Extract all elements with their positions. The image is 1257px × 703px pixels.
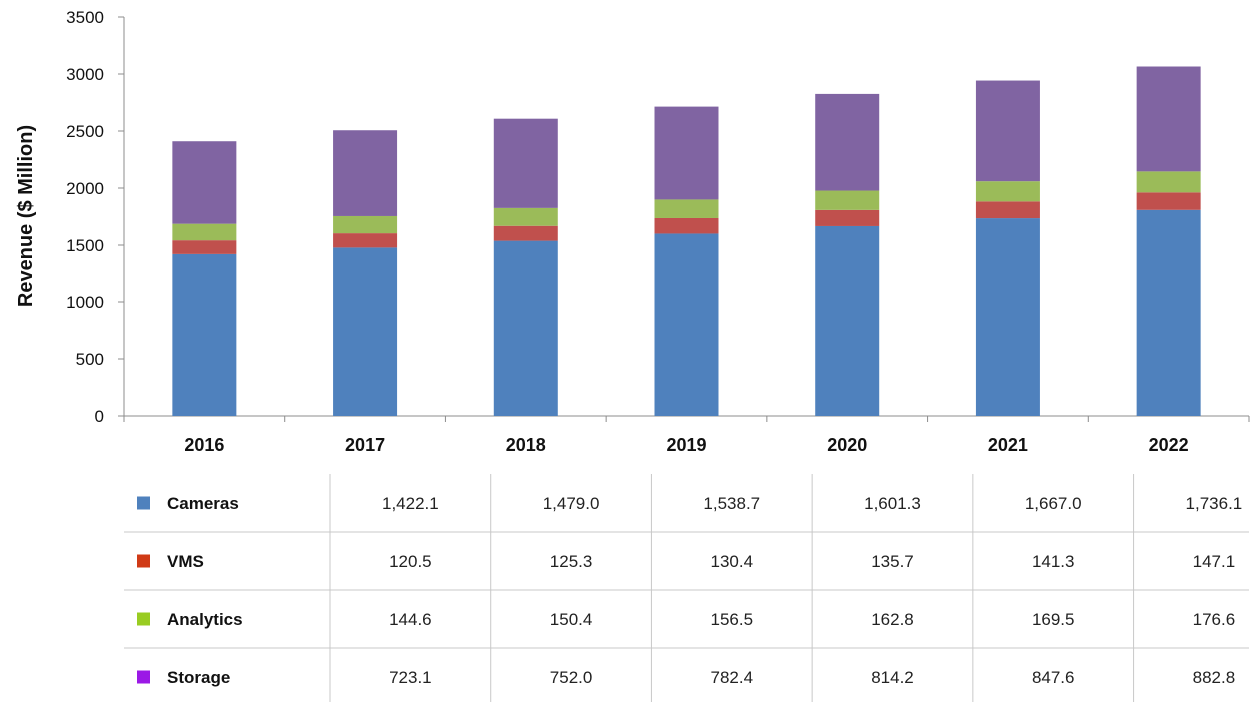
table-series-label: Cameras xyxy=(167,494,239,513)
table-cell-value: 141.3 xyxy=(1032,552,1075,571)
table-cell-value: 1,479.0 xyxy=(543,494,600,513)
legend-swatch-analytics xyxy=(137,612,150,626)
table-cell-value: 1,667.0 xyxy=(1025,494,1082,513)
x-tick-label: 2021 xyxy=(988,435,1028,455)
y-tick-label: 1000 xyxy=(66,293,104,312)
table-cell-value: 147.1 xyxy=(1193,552,1236,571)
bar-cameras-2016 xyxy=(172,253,237,416)
table-cell-value: 847.6 xyxy=(1032,668,1075,687)
bar-analytics-2022 xyxy=(1136,171,1201,193)
bar-storage-2020 xyxy=(815,93,880,191)
table-cell-value: 120.5 xyxy=(389,552,432,571)
y-tick-label: 2500 xyxy=(66,122,104,141)
bar-analytics-2019 xyxy=(654,199,719,218)
table-cell-value: 882.8 xyxy=(1193,668,1236,687)
x-tick-label: 2020 xyxy=(827,435,867,455)
bar-storage-2018 xyxy=(493,118,558,208)
bar-storage-2017 xyxy=(333,130,398,216)
table-cell-value: 723.1 xyxy=(389,668,432,687)
x-tick-label: 2017 xyxy=(345,435,385,455)
x-tick-label: 2022 xyxy=(1149,435,1189,455)
y-tick-label: 0 xyxy=(95,407,104,426)
table-cell-value: 156.5 xyxy=(711,610,754,629)
y-tick-label: 3000 xyxy=(66,65,104,84)
bar-cameras-2022 xyxy=(1136,209,1201,416)
bar-analytics-2021 xyxy=(975,181,1040,202)
bar-vms-2016 xyxy=(172,240,237,254)
bar-vms-2021 xyxy=(975,201,1040,219)
x-tick-label: 2019 xyxy=(666,435,706,455)
table-series-label: VMS xyxy=(167,552,204,571)
legend-swatch-vms xyxy=(137,554,150,568)
bar-storage-2021 xyxy=(975,80,1040,182)
table-series-label: Storage xyxy=(167,668,230,687)
table-cell-value: 144.6 xyxy=(389,610,432,629)
table-cell-value: 169.5 xyxy=(1032,610,1075,629)
bar-vms-2019 xyxy=(654,217,719,234)
y-tick-label: 500 xyxy=(76,350,104,369)
table-cell-value: 150.4 xyxy=(550,610,593,629)
bar-cameras-2021 xyxy=(975,218,1040,416)
bar-storage-2016 xyxy=(172,141,237,224)
table-cell-value: 125.3 xyxy=(550,552,593,571)
table-cell-value: 130.4 xyxy=(711,552,754,571)
bar-analytics-2018 xyxy=(493,207,558,226)
legend-swatch-cameras xyxy=(137,496,150,510)
table-cell-value: 752.0 xyxy=(550,668,593,687)
x-tick-label: 2018 xyxy=(506,435,546,455)
bar-storage-2019 xyxy=(654,106,719,200)
bar-cameras-2017 xyxy=(333,247,398,416)
table-cell-value: 1,538.7 xyxy=(703,494,760,513)
table-cell-value: 782.4 xyxy=(711,668,754,687)
bar-vms-2018 xyxy=(493,225,558,241)
table-cell-value: 1,736.1 xyxy=(1186,494,1243,513)
legend-swatch-storage xyxy=(137,670,150,684)
bar-cameras-2019 xyxy=(654,233,719,416)
y-axis-title: Revenue ($ Million) xyxy=(15,125,37,307)
table-cell-value: 1,422.1 xyxy=(382,494,439,513)
y-tick-label: 1500 xyxy=(66,236,104,255)
bar-cameras-2018 xyxy=(493,240,558,416)
bar-vms-2022 xyxy=(1136,192,1201,210)
y-tick-label: 3500 xyxy=(66,8,104,27)
bar-vms-2020 xyxy=(815,209,880,226)
bar-storage-2022 xyxy=(1136,66,1201,172)
table-series-label: Analytics xyxy=(167,610,243,629)
bar-analytics-2016 xyxy=(172,223,237,241)
bar-vms-2017 xyxy=(333,233,398,248)
x-tick-label: 2016 xyxy=(184,435,224,455)
table-cell-value: 814.2 xyxy=(871,668,914,687)
bar-analytics-2020 xyxy=(815,190,880,210)
table-cell-value: 135.7 xyxy=(871,552,914,571)
table-cell-value: 1,601.3 xyxy=(864,494,921,513)
bar-cameras-2020 xyxy=(815,225,880,416)
y-tick-label: 2000 xyxy=(66,179,104,198)
table-cell-value: 176.6 xyxy=(1193,610,1236,629)
bar-analytics-2017 xyxy=(333,215,398,234)
table-cell-value: 162.8 xyxy=(871,610,914,629)
